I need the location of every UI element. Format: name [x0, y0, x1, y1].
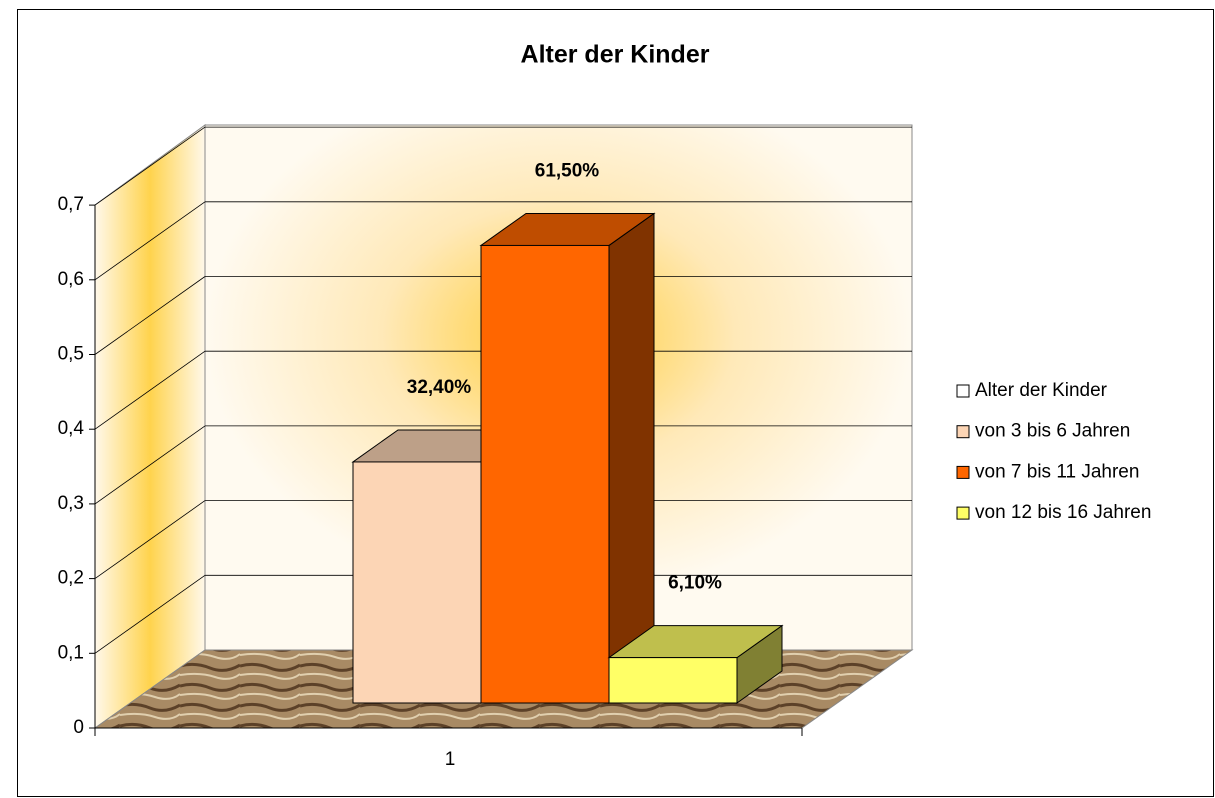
data-label: 61,50%	[535, 160, 600, 181]
legend-swatch	[956, 506, 970, 520]
bar	[352, 461, 482, 704]
grid-line	[94, 500, 206, 579]
y-tick-label: 0,6	[58, 269, 84, 290]
side-wall	[94, 124, 206, 729]
y-tick-label: 0,3	[58, 493, 84, 514]
grid-line	[94, 350, 206, 430]
grid-line	[94, 276, 206, 355]
grid-line	[94, 126, 206, 206]
y-tick-label: 0,5	[58, 344, 84, 365]
bar	[480, 244, 610, 704]
legend-label: von 7 bis 11 Jahren	[975, 461, 1139, 482]
y-tick-label: 0,2	[58, 568, 84, 589]
y-tick-label: 0,4	[58, 418, 85, 439]
y-tick-label: 0,7	[58, 194, 84, 215]
legend-swatch	[956, 384, 970, 398]
grid-line	[94, 201, 206, 281]
legend-label: von 12 bis 16 Jahren	[975, 502, 1151, 523]
chart-title: Alter der Kinder	[521, 41, 710, 69]
data-label: 6,10%	[668, 573, 722, 594]
data-label: 32,40%	[407, 377, 472, 398]
grid-line	[94, 574, 206, 654]
x-tick-label: 1	[445, 749, 456, 770]
legend-label: von 3 bis 6 Jahren	[975, 421, 1130, 442]
bar	[608, 657, 738, 704]
y-tick-label: 0	[73, 717, 84, 738]
legend-label: Alter der Kinder	[975, 380, 1108, 401]
grid-line	[94, 425, 206, 505]
y-tick-label: 0,1	[58, 642, 84, 663]
legend-swatch	[956, 465, 970, 479]
legend-swatch	[956, 425, 970, 439]
bar-side	[608, 212, 655, 704]
